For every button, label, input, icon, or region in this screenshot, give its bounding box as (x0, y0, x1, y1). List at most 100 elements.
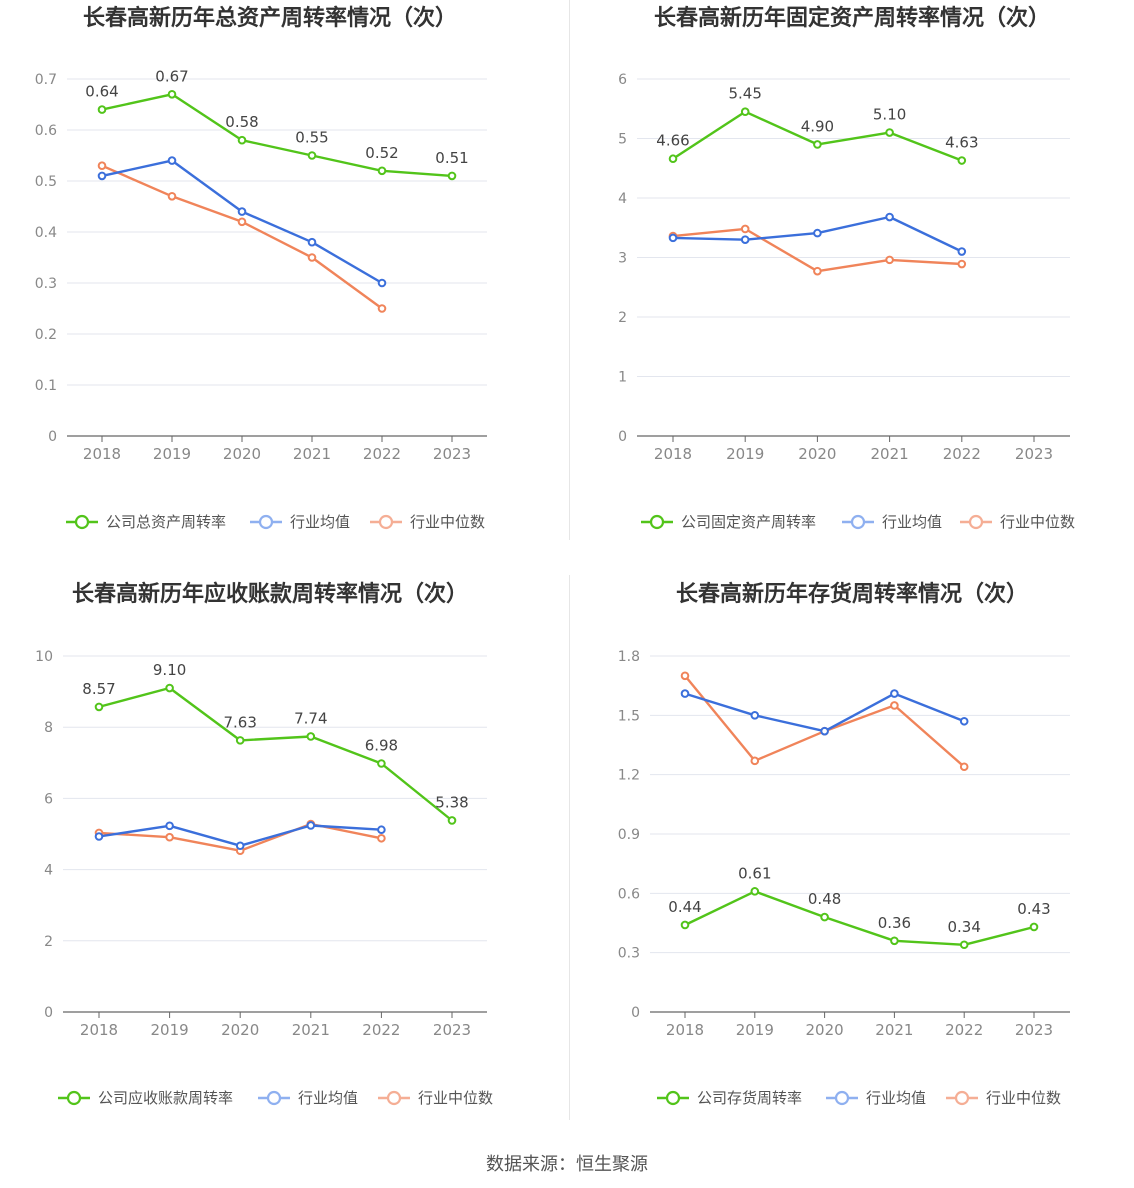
chart1-y-tick-label: 0.5 (35, 174, 57, 190)
chart4-point-avg (959, 716, 969, 726)
chart3-point-company (377, 759, 386, 768)
chart1-point-company (167, 90, 177, 99)
chart1-point-median (377, 304, 387, 313)
chart2-x-tick-label: 2020 (798, 445, 836, 463)
chart3-y-tick-label: 10 (35, 649, 53, 665)
chart1-legend-marker-avg (258, 514, 274, 530)
chart2-point-median (813, 266, 822, 276)
chart3-data-label: 5.38 (435, 793, 468, 811)
chart3-point-median (165, 832, 174, 842)
chart3-point-median (377, 833, 386, 843)
chart1-point-company (307, 151, 317, 160)
chart1-y-tick-label: 0.1 (35, 378, 57, 394)
chart2-legend-label-median: 行业中位数 (1000, 513, 1075, 531)
chart1-point-median (167, 192, 177, 201)
chart1-data-label: 0.58 (225, 113, 258, 131)
chart4-x-tick-label: 2022 (945, 1021, 983, 1039)
chart2-point-avg (813, 228, 822, 238)
chart4-y-tick-label: 1.2 (618, 768, 640, 784)
chart1-point-avg (377, 278, 387, 288)
chart2-y-tick-label: 3 (618, 251, 627, 267)
chart2-point-median (740, 224, 750, 234)
chart1-y-tick-label: 0.4 (35, 225, 57, 241)
chart3-title: 长春高新历年应收账款周转率情况（次） (72, 581, 468, 607)
chart3-point-company (165, 683, 174, 693)
chart4-data-label: 0.61 (738, 864, 771, 882)
chart4-x-tick-label: 2020 (806, 1021, 844, 1039)
chart4-y-tick-label: 1.8 (618, 649, 640, 665)
chart1-point-company (447, 171, 457, 181)
chart2-point-company (885, 128, 894, 137)
chart2-x-tick-label: 2023 (1015, 445, 1053, 463)
chart4-point-company (959, 940, 969, 950)
chart1-data-label: 0.51 (435, 149, 468, 167)
chart3-x-tick-label: 2021 (292, 1021, 330, 1039)
chart3-point-company (94, 702, 104, 712)
chart2-y-tick-label: 2 (618, 310, 627, 326)
chart4-point-median (680, 671, 690, 681)
chart4-y-tick-label: 1.5 (618, 708, 640, 724)
chart2-data-label: 4.90 (801, 117, 834, 135)
chart4-legend-label-company: 公司存货周转率 (697, 1089, 802, 1107)
chart4-point-company (890, 936, 899, 946)
divider-vertical-bottom (569, 575, 570, 1120)
chart1-point-avg (307, 237, 317, 247)
chart1-point-median (237, 217, 247, 227)
chart1-point-median (307, 253, 317, 262)
chart1-x-tick-label: 2020 (223, 445, 261, 463)
chart3-point-company (447, 816, 457, 825)
chart4-point-company (750, 887, 760, 896)
chart4-point-company (680, 920, 690, 930)
chart2-point-median (957, 259, 967, 269)
chart2-y-tick-label: 0 (618, 429, 627, 445)
chart2-legend-label-avg: 行业均值 (882, 513, 942, 531)
chart3-legend-label-median: 行业中位数 (418, 1089, 493, 1107)
chart2-point-avg (957, 247, 967, 256)
chart3-legend-marker-median (386, 1090, 402, 1106)
chart2-legend-label-company: 公司固定资产周转率 (681, 513, 816, 531)
chart3-data-label: 6.98 (365, 737, 398, 755)
chart1-point-company (377, 166, 387, 176)
chart4-point-median (959, 762, 969, 772)
chart4-legend-marker-company (665, 1090, 681, 1106)
chart1-point-company (237, 135, 247, 145)
chart4-data-label: 0.34 (947, 918, 980, 936)
chart4-legend-label-median: 行业中位数 (986, 1089, 1061, 1107)
chart3-point-avg (377, 825, 386, 835)
chart3-series-line-company (98, 686, 453, 822)
chart1-y-tick-label: 0.2 (35, 327, 57, 343)
chart4-data-label: 0.43 (1017, 900, 1050, 918)
chart1-y-tick-label: 0.6 (35, 123, 57, 139)
chart4-data-label: 0.48 (808, 890, 841, 908)
chart4-x-tick-label: 2018 (666, 1021, 704, 1039)
chart3-point-avg (165, 821, 174, 831)
chart3-point-company (306, 732, 316, 741)
chart1-legend-label-avg: 行业均值 (290, 513, 350, 531)
chart1-legend-label-company: 公司总资产周转率 (106, 513, 226, 531)
chart1-data-label: 0.64 (85, 83, 118, 101)
chart1-point-avg (97, 171, 107, 181)
chart4-legend-label-avg: 行业均值 (866, 1089, 926, 1107)
chart4-x-tick-label: 2021 (875, 1021, 913, 1039)
chart1-legend-label-median: 行业中位数 (410, 513, 485, 531)
chart3-y-tick-label: 8 (44, 720, 53, 736)
chart1-data-label: 0.52 (365, 144, 398, 162)
chart3-y-tick-label: 4 (44, 863, 53, 879)
chart4-series-line-median (684, 675, 965, 768)
chart3-x-tick-label: 2020 (221, 1021, 259, 1039)
chart3-y-tick-label: 2 (44, 934, 53, 950)
chart4-point-company (820, 912, 829, 922)
chart1-x-tick-label: 2018 (83, 445, 121, 463)
chart2-y-tick-label: 6 (618, 72, 627, 88)
chart1-point-avg (167, 156, 177, 165)
chart2-x-tick-label: 2021 (871, 445, 909, 463)
chart2-point-company (957, 156, 967, 165)
chart3-y-tick-label: 0 (44, 1005, 53, 1021)
chart2-data-label: 4.66 (656, 132, 689, 150)
chart2-y-tick-label: 5 (618, 132, 627, 148)
chart4-series-line-company (684, 890, 1035, 946)
chart2-point-avg (740, 235, 750, 244)
chart1-point-company (97, 105, 107, 114)
chart3-point-avg (94, 832, 104, 841)
